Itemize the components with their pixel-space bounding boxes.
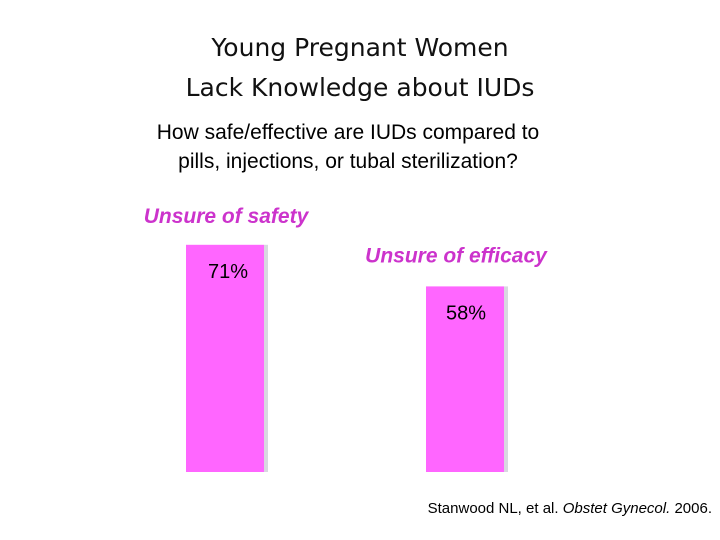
page-title: Young Pregnant Women Lack Knowledge abou… xyxy=(0,28,720,108)
title-line-2: Lack Knowledge about IUDs xyxy=(185,73,535,102)
bar-value-label-1: 71% xyxy=(208,261,248,283)
citation-year: 2006. xyxy=(670,500,712,517)
bar-value-label-2: 58% xyxy=(446,302,486,324)
citation: Stanwood NL, et al. Obstet Gynecol. 2006… xyxy=(428,500,712,517)
citation-journal: Obstet Gynecol. xyxy=(562,500,671,517)
title-line-1: Young Pregnant Women xyxy=(211,33,509,62)
bar-1 xyxy=(186,244,264,472)
category-label-1: Unsure of safety xyxy=(144,205,310,228)
bar-shadow-1 xyxy=(264,244,268,472)
bar-2 xyxy=(426,286,504,472)
chart-subtitle: How safe/effective are IUDs compared to … xyxy=(0,118,696,176)
subtitle-line-1: How safe/effective are IUDs compared to xyxy=(156,121,540,144)
category-label-2: Unsure of efficacy xyxy=(365,244,548,267)
bar-shadow-2 xyxy=(504,286,508,472)
citation-authors: Stanwood NL, et al. xyxy=(427,500,563,517)
subtitle-line-2: pills, injections, or tubal sterilizatio… xyxy=(178,150,518,173)
